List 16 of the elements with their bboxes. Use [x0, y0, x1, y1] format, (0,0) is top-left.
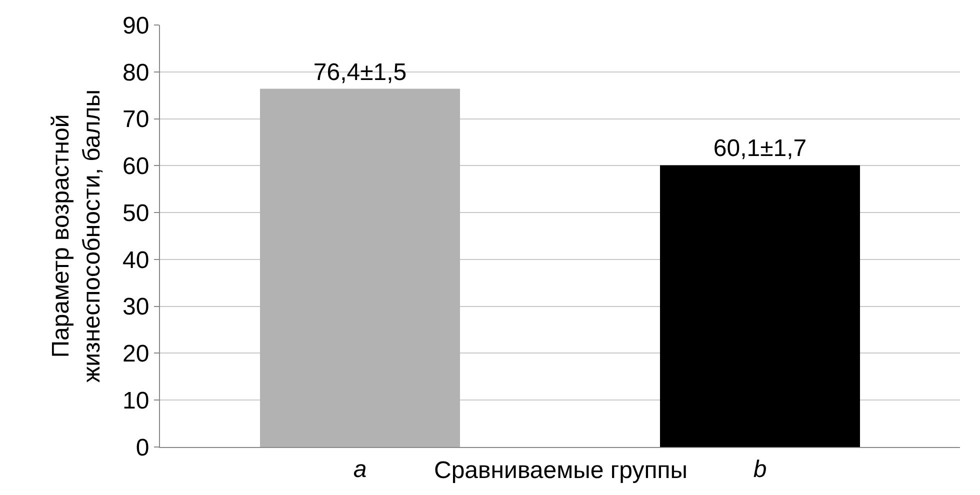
- y-tick-label: 60: [122, 153, 150, 180]
- y-tick-label: 20: [122, 340, 150, 368]
- data-label: 76,4±1,5: [313, 58, 407, 86]
- y-tick-label: 40: [122, 246, 150, 274]
- x-axis-title: Сравниваемые группы: [434, 457, 688, 484]
- x-tick-label: b: [753, 456, 767, 483]
- y-tick-label: 0: [136, 434, 150, 462]
- y-tick-label: 50: [122, 200, 150, 227]
- y-tick-label: 80: [122, 59, 150, 86]
- x-tick-label: a: [353, 456, 367, 483]
- y-tick-label: 30: [122, 294, 150, 321]
- y-tick-label: 90: [122, 12, 150, 40]
- y-tick-label: 70: [122, 106, 150, 134]
- y-tick-label: 10: [122, 388, 150, 415]
- data-label: 60,1±1,7: [713, 135, 807, 162]
- y-axis-title: Параметр возрастной жизнеспособности, баллы: [47, 90, 106, 382]
